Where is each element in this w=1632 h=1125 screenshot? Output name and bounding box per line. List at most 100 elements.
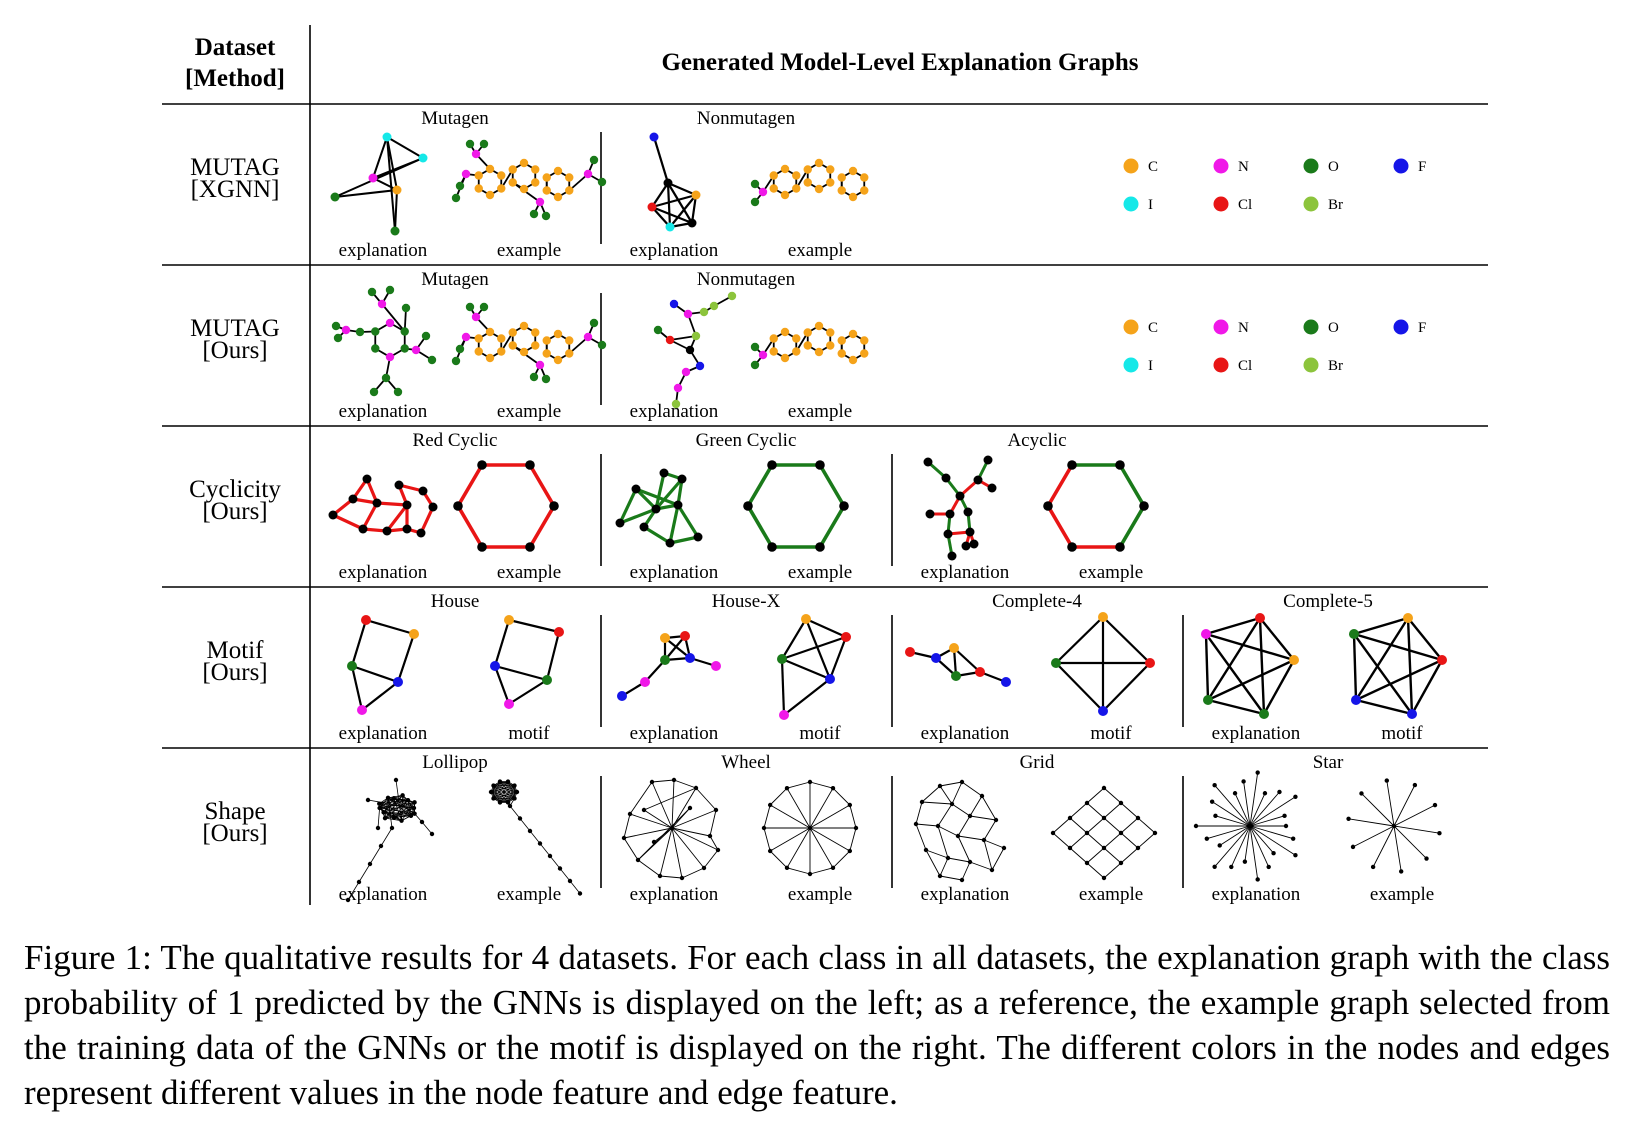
graph-node xyxy=(597,340,607,350)
legend-swatch xyxy=(1123,319,1139,335)
graph-node xyxy=(508,341,517,350)
cyclicity-acyclic-example xyxy=(1043,460,1149,552)
graph-node xyxy=(508,178,517,187)
graph-edge xyxy=(1393,825,1427,859)
subcaption-right: motif xyxy=(799,723,841,744)
graph-node xyxy=(1101,815,1107,821)
graph-node xyxy=(807,779,813,785)
graph-edge xyxy=(1069,817,1088,834)
graph-node xyxy=(382,526,392,536)
graph-edge xyxy=(937,825,949,859)
graph-edge xyxy=(539,843,551,857)
graph-node xyxy=(848,329,858,339)
legend-label: N xyxy=(1238,159,1249,175)
graph-edge xyxy=(1244,825,1251,862)
graph-edge xyxy=(493,785,515,799)
legend-swatch xyxy=(1213,196,1229,212)
graph-edge xyxy=(667,182,693,224)
graph-edge xyxy=(1353,633,1413,715)
graph-node xyxy=(947,551,957,561)
graph-edge xyxy=(1086,817,1105,834)
graph-edge xyxy=(643,809,673,829)
graph-node xyxy=(1213,813,1218,819)
graph-node xyxy=(1201,629,1211,639)
graph-node xyxy=(527,828,533,834)
graph-node xyxy=(1209,799,1215,804)
graph-node xyxy=(1437,655,1447,665)
graph-node xyxy=(1067,845,1073,851)
graph-node xyxy=(412,800,417,805)
graph-node xyxy=(565,349,574,358)
graph-edge xyxy=(983,839,993,871)
motif-complete5-explanation xyxy=(1201,613,1299,719)
graph-node xyxy=(750,197,760,207)
legend-item: O xyxy=(1303,319,1339,336)
graph-node xyxy=(826,165,835,174)
graph-edge xyxy=(509,805,521,819)
graph-edge xyxy=(939,857,949,877)
graph-node xyxy=(362,474,372,484)
legend-label: O xyxy=(1328,159,1339,175)
cyclicity-acyclic-explanation xyxy=(923,455,997,561)
legend-item: O xyxy=(1303,158,1339,175)
graph-edge xyxy=(1120,802,1139,819)
graph-edge xyxy=(654,477,684,511)
cyclicity-red-example xyxy=(453,460,559,552)
graph-edge xyxy=(925,849,941,877)
graph-node xyxy=(474,184,483,193)
graph-edge xyxy=(1055,662,1104,712)
motif-complete4-explanation xyxy=(905,643,1011,687)
group-title: Mutagen xyxy=(421,108,489,129)
graph-node xyxy=(707,833,713,839)
graph-edge xyxy=(350,619,368,667)
graph-node xyxy=(1212,782,1217,788)
graph-edge xyxy=(651,205,693,225)
graph-node xyxy=(669,299,679,309)
graph-node xyxy=(1424,856,1429,861)
graph-node xyxy=(784,865,790,871)
graph-node xyxy=(367,861,373,867)
graph-node xyxy=(512,796,517,801)
group-title: Complete-4 xyxy=(992,591,1082,612)
graph-node xyxy=(416,528,426,538)
subcaption-right: example xyxy=(788,401,852,422)
graph-edge xyxy=(1393,784,1416,827)
graph-node xyxy=(385,285,395,295)
graph-edge xyxy=(1046,505,1074,548)
graph-node xyxy=(814,158,824,168)
legend-item: N xyxy=(1213,158,1249,175)
graph-node xyxy=(341,325,351,335)
graph-node xyxy=(981,837,987,843)
graph-node xyxy=(542,675,552,685)
graph-edge xyxy=(1086,847,1105,864)
graph-edge xyxy=(804,618,832,680)
graph-node xyxy=(512,783,517,788)
graph-edge xyxy=(1052,832,1071,849)
graph-edge xyxy=(1249,825,1294,840)
graph-node xyxy=(517,816,523,821)
graph-edge xyxy=(334,157,424,198)
graph-edge xyxy=(659,827,673,877)
graph-edge xyxy=(786,867,811,875)
graph-node xyxy=(780,164,790,174)
graph-edge xyxy=(507,785,515,803)
graph-node xyxy=(671,777,677,783)
graph-node xyxy=(993,817,999,823)
group-title: Grid xyxy=(1020,752,1055,773)
graph-node xyxy=(1084,800,1090,806)
row-label-dataset: MUTAG xyxy=(190,315,280,342)
graph-node xyxy=(691,331,701,341)
graph-edge xyxy=(671,809,717,829)
graph-node xyxy=(589,155,599,165)
graph-node xyxy=(491,796,496,801)
graph-edge xyxy=(347,881,360,901)
graph-node xyxy=(680,631,690,641)
graph-node xyxy=(1067,460,1077,470)
graph-node xyxy=(1255,613,1265,623)
graph-node xyxy=(377,805,382,811)
graph-edge xyxy=(635,487,679,507)
graph-node xyxy=(1118,800,1124,806)
graph-node xyxy=(391,796,397,801)
graph-node xyxy=(497,171,506,180)
group-title: Mutagen xyxy=(421,269,489,290)
